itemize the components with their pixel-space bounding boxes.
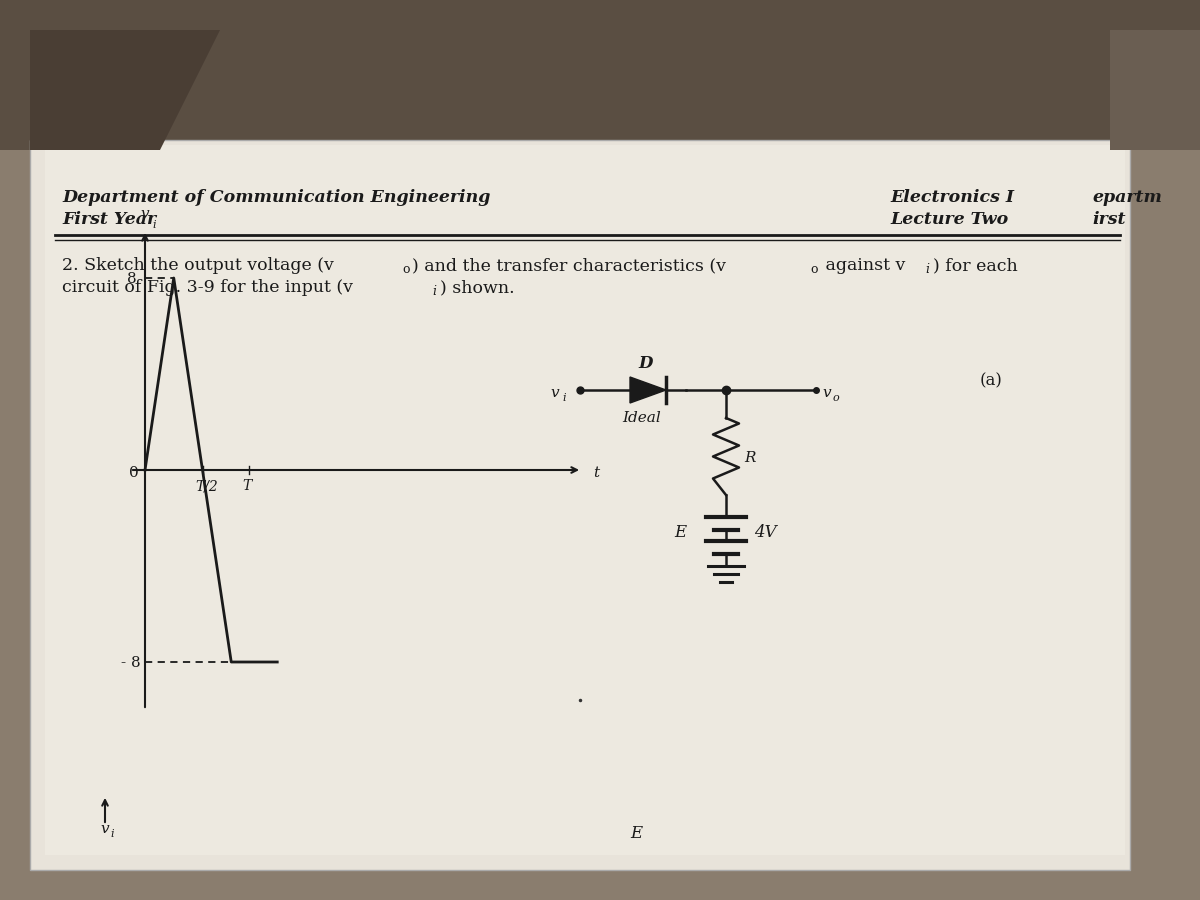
Text: i: i (562, 393, 565, 403)
Text: o: o (833, 393, 840, 403)
Text: 2. Sketch the output voltage (v: 2. Sketch the output voltage (v (62, 257, 334, 274)
Text: i: i (925, 263, 929, 276)
Text: Ideal: Ideal (622, 411, 661, 425)
Text: against v: against v (820, 257, 905, 274)
Text: t: t (594, 466, 600, 480)
FancyBboxPatch shape (30, 140, 1130, 870)
Text: E: E (674, 524, 686, 541)
Text: (a): (a) (980, 372, 1003, 389)
Text: Electronics I: Electronics I (890, 189, 1014, 206)
Text: v: v (100, 822, 109, 836)
Text: v: v (140, 207, 149, 221)
Text: E: E (630, 825, 642, 842)
Text: o: o (402, 263, 409, 276)
Text: o: o (810, 263, 817, 276)
Text: i: i (432, 285, 436, 298)
Text: i: i (110, 829, 114, 839)
Text: Department of Communication Engineering: Department of Communication Engineering (62, 189, 491, 206)
Text: T/2: T/2 (196, 479, 218, 493)
Text: epartm: epartm (1092, 189, 1162, 206)
Text: ) and the transfer characteristics (v: ) and the transfer characteristics (v (412, 257, 726, 274)
Text: v: v (822, 386, 830, 400)
Text: ) for each: ) for each (934, 257, 1018, 274)
Text: Lecture Two: Lecture Two (890, 211, 1008, 228)
Text: i: i (152, 220, 156, 230)
Bar (1110, 30, 1200, 150)
Text: 4V: 4V (754, 524, 776, 541)
Bar (46, 145, 1126, 855)
Text: circuit of Fig. 3-9 for the input (v: circuit of Fig. 3-9 for the input (v (62, 279, 353, 296)
Text: - 8: - 8 (121, 656, 140, 670)
Text: T: T (242, 479, 252, 493)
Text: R: R (744, 451, 756, 464)
Polygon shape (630, 377, 666, 403)
Text: D: D (638, 355, 653, 372)
Text: v: v (550, 386, 559, 400)
Text: 8: 8 (127, 272, 137, 286)
Text: irst: irst (1092, 211, 1126, 228)
Text: 0: 0 (130, 466, 139, 480)
Text: First Year: First Year (62, 211, 156, 228)
Text: ) shown.: ) shown. (440, 279, 515, 296)
Bar (0, 0, 1200, 150)
Polygon shape (30, 30, 220, 150)
